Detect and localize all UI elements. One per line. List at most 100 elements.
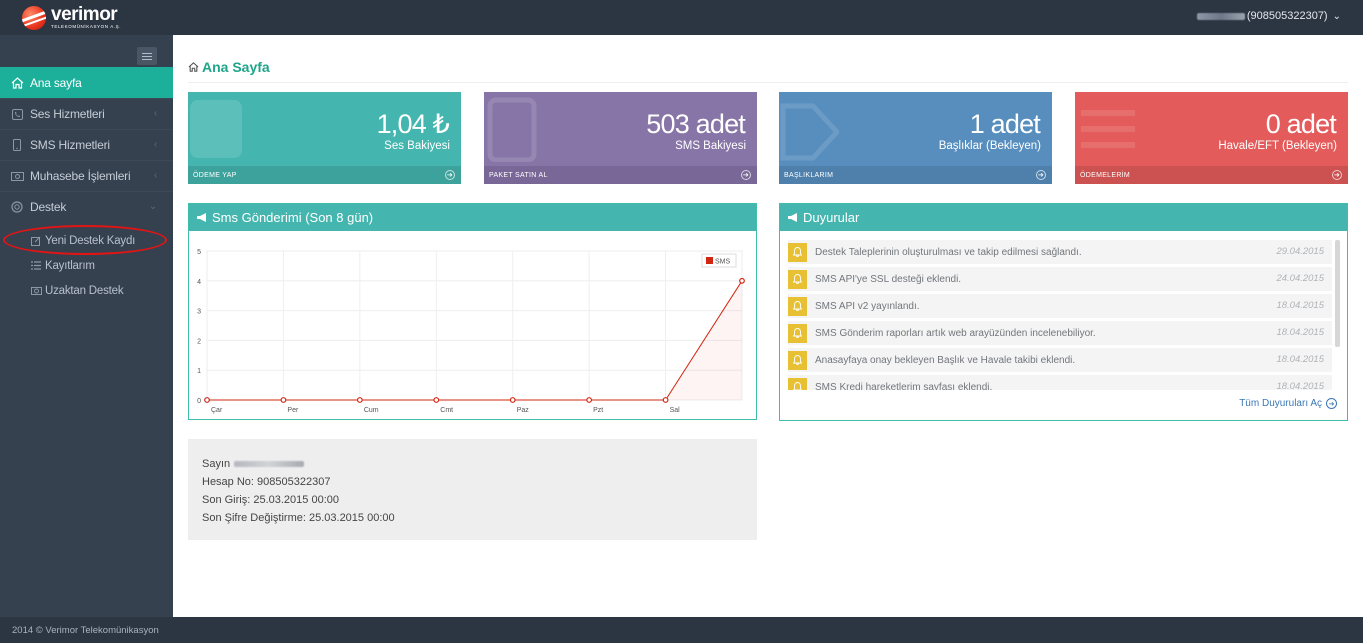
x-tick-label: Çar — [211, 407, 223, 414]
tile-link-label: PAKET SATIN AL — [489, 172, 548, 179]
sidebar-item-destek[interactable]: Destek ⌄ — [0, 191, 173, 222]
sidebar-menu: Ana sayfa Ses Hizmetleri ‹ SMS Hizmetler… — [0, 67, 173, 303]
bell-icon — [788, 296, 807, 316]
phone-icon — [10, 107, 24, 121]
main-content: Ana Sayfa 1,04 ₺ Ses Bakiyesi ÖDEME YAP … — [173, 35, 1363, 617]
news-scrollbar[interactable] — [1335, 240, 1340, 347]
arrow-circle-right-icon: ➔ — [445, 170, 455, 180]
bell-icon — [788, 323, 807, 343]
sidebar-item-label: Ana sayfa — [30, 75, 82, 90]
chart-svg: 0 1 2 3 4 5 Çar Per Cum Cmt Paz Pzt Sal SMS — [197, 249, 745, 414]
chevron-left-icon: ‹ — [153, 170, 157, 181]
page-title: Ana Sayfa — [188, 59, 270, 75]
user-phone: (908505322307) — [1246, 10, 1328, 22]
y-tick-label: 1 — [197, 368, 201, 375]
news-item[interactable]: SMS Gönderim raporları artık web arayüzü… — [788, 321, 1332, 345]
sidebar-item-ana-sayfa[interactable]: Ana sayfa — [0, 67, 173, 98]
megaphone-icon — [788, 213, 799, 222]
sidebar-item-label: Muhasebe İşlemleri — [30, 169, 131, 183]
sms-panel-title: Sms Gönderimi (Son 8 gün) — [212, 210, 374, 225]
news-text: SMS Gönderim raporları artık web arayüzü… — [815, 327, 1096, 339]
submenu-item-kayitlarim[interactable]: Kayıtlarım — [0, 253, 173, 278]
sms-line-chart: 0 1 2 3 4 5 Çar Per Cum Cmt Paz Pzt Sal SMS — [189, 231, 756, 418]
news-list[interactable]: Destek Taleplerinin oluşturulması ve tak… — [788, 240, 1332, 390]
submenu-item-uzaktan-destek[interactable]: Uzaktan Destek — [0, 278, 173, 303]
tile-description: Ses Bakiyesi — [384, 140, 450, 152]
y-tick-label: 0 — [197, 398, 201, 405]
duyurular-panel-header: Duyurular — [780, 204, 1347, 231]
data-point — [204, 397, 210, 403]
data-point — [509, 397, 516, 403]
chevron-down-icon: ⌄ — [1332, 10, 1341, 22]
top-bar: verimor TELEKOMÜNİKASYON A.Ş. (908505322… — [0, 0, 1363, 35]
news-text: Destek Taleplerinin oluşturulması ve tak… — [815, 246, 1082, 258]
tile-link-label: BAŞLIKLARIM — [784, 172, 834, 179]
tile-description: SMS Bakiyesi — [675, 140, 746, 152]
sms-bakiyesi-tile: 503 adet SMS Bakiyesi PAKET SATIN AL ➔ — [484, 92, 757, 184]
last-password-change: Son Şifre Değiştirme: 25.03.2015 00:00 — [202, 512, 395, 524]
page-title-text: Ana Sayfa — [202, 59, 270, 75]
data-point — [280, 397, 287, 403]
sidebar-item-ses-hizmetleri[interactable]: Ses Hizmetleri ‹ — [0, 98, 173, 129]
series-line — [207, 280, 743, 401]
news-date: 18.04.2015 — [1276, 381, 1324, 390]
list-icon — [31, 260, 42, 271]
footer: 2014 © Verimor Telekomünikasyon — [0, 617, 1363, 643]
news-item[interactable]: SMS API'ye SSL desteği eklendi. 24.04.201… — [788, 267, 1332, 291]
y-tick-label: 2 — [197, 338, 201, 345]
chevron-down-icon: ⌄ — [148, 201, 157, 212]
legend-swatch — [706, 257, 713, 264]
sidebar-toggle-button[interactable] — [137, 47, 157, 65]
data-point — [433, 397, 440, 403]
red-highlight-ellipse — [3, 225, 167, 255]
x-tick-label: Per — [287, 407, 299, 414]
paket-satin-al-link[interactable]: PAKET SATIN AL ➔ — [484, 166, 757, 184]
basliklarim-link[interactable]: BAŞLIKLARIM ➔ — [779, 166, 1052, 184]
news-text: SMS API v2 yayınlandı. — [815, 300, 920, 312]
news-item[interactable]: Destek Taleplerinin oluşturulması ve tak… — [788, 240, 1332, 264]
sidebar-item-label: Destek — [30, 200, 67, 214]
last-login: Son Giriş: 25.03.2015 00:00 — [202, 494, 339, 506]
chevron-left-icon: ‹ — [153, 108, 157, 119]
verimor-logo[interactable]: verimor TELEKOMÜNİKASYON A.Ş. — [22, 4, 121, 31]
news-item[interactable]: Anasayfaya onay bekleyen Başlık ve Haval… — [788, 348, 1332, 372]
logo-name: verimor — [51, 4, 118, 25]
data-point — [356, 397, 363, 403]
chevron-left-icon: ‹ — [153, 139, 157, 150]
odeme-yap-link[interactable]: ÖDEME YAP ➔ — [188, 166, 461, 184]
odemelerim-link[interactable]: ÖDEMELERİM ➔ — [1075, 166, 1348, 184]
y-tick-label: 5 — [197, 249, 201, 256]
title-divider — [188, 82, 1348, 83]
ses-bakiyesi-tile: 1,04 ₺ Ses Bakiyesi ÖDEME YAP ➔ — [188, 92, 461, 184]
sidebar: Ana sayfa Ses Hizmetleri ‹ SMS Hizmetler… — [0, 35, 173, 617]
tum-duyurulari-ac-link[interactable]: Tüm Duyuruları Aç ➔ — [1239, 398, 1337, 409]
sidebar-item-muhasebe-islemleri[interactable]: Muhasebe İşlemleri ‹ — [0, 160, 173, 191]
list-icon — [1081, 110, 1135, 148]
lifebuoy-icon — [10, 200, 24, 214]
x-tick-label: Cum — [364, 407, 379, 414]
tile-description: Başlıklar (Bekleyen) — [938, 140, 1041, 152]
mobile-icon — [487, 97, 537, 162]
news-date: 18.04.2015 — [1276, 354, 1324, 365]
news-text: SMS API'ye SSL desteği eklendi. — [815, 273, 962, 285]
greeting-line: Sayın — [202, 455, 757, 473]
logo-subtitle: TELEKOMÜNİKASYON A.Ş. — [51, 24, 122, 29]
phone-icon — [190, 100, 242, 158]
x-tick-label: Sal — [670, 407, 681, 414]
tile-number: 1 adet — [969, 109, 1041, 139]
sms-panel-header: Sms Gönderimi (Son 8 gün) — [189, 204, 756, 231]
bell-icon — [788, 350, 807, 370]
news-item[interactable]: SMS API v2 yayınlandı. 18.04.2015 — [788, 294, 1332, 318]
arrow-circle-right-icon: ➔ — [1036, 170, 1046, 180]
news-date: 18.04.2015 — [1276, 327, 1324, 338]
sidebar-item-sms-hizmetleri[interactable]: SMS Hizmetleri ‹ — [0, 129, 173, 160]
havale-eft-tile: 0 adet Havale/EFT (Bekleyen) ÖDEMELERİM … — [1075, 92, 1348, 184]
news-item[interactable]: SMS Kredi hareketlerim sayfası eklendi. 1… — [788, 375, 1332, 390]
redacted-name — [234, 461, 305, 468]
basliklar-tile: 1 adet Başlıklar (Bekleyen) BAŞLIKLARIM … — [779, 92, 1052, 184]
y-tick-label: 3 — [197, 309, 201, 316]
user-menu[interactable]: (908505322307) ⌄ — [1196, 10, 1341, 22]
duyurular-panel-title: Duyurular — [803, 210, 860, 225]
x-tick-label: Pzt — [593, 407, 603, 414]
tile-link-label: ÖDEMELERİM — [1080, 172, 1131, 179]
